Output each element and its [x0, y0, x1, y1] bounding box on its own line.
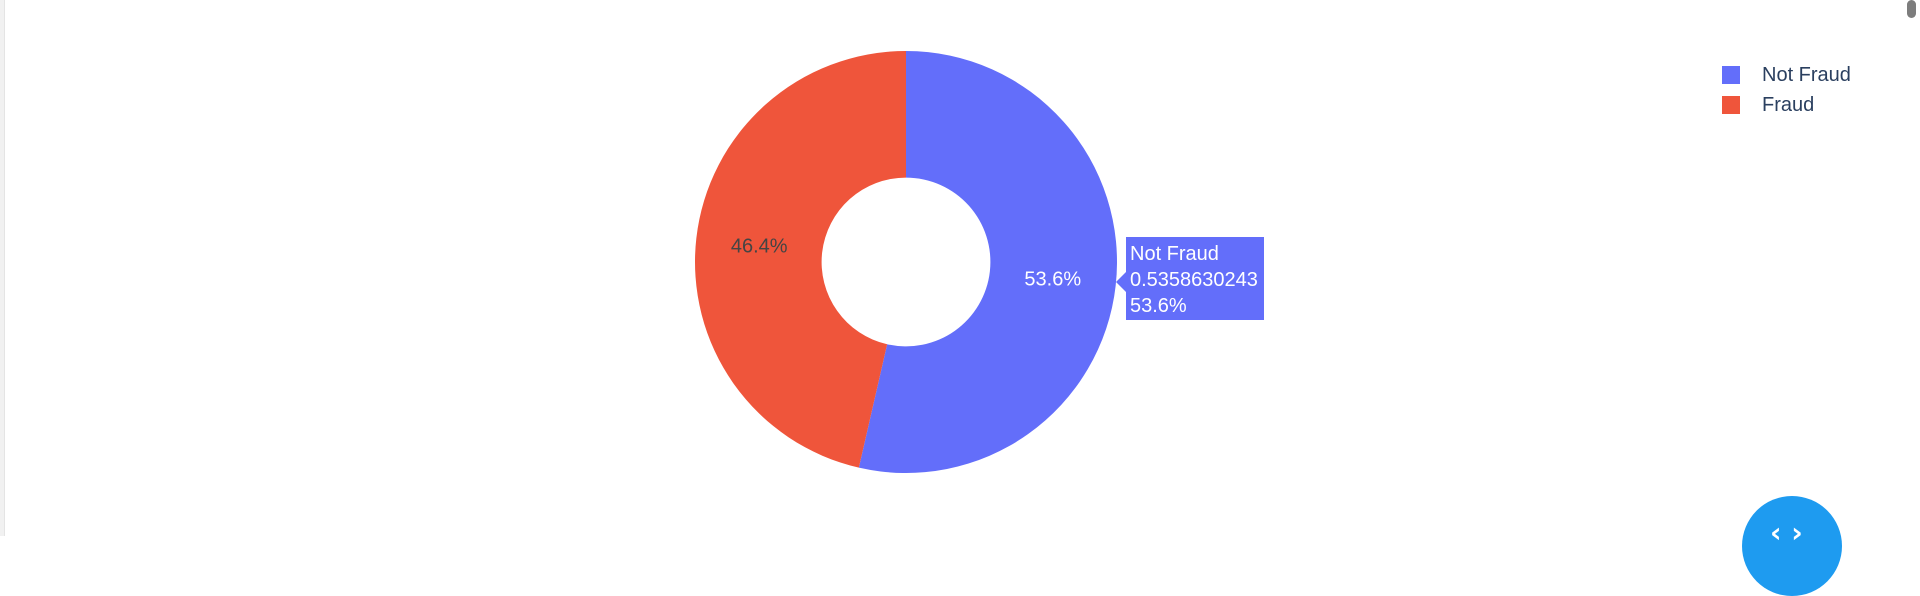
- legend-label-not-fraud: Not Fraud: [1762, 63, 1851, 86]
- legend-item-fraud[interactable]: Fraud: [1722, 90, 1851, 120]
- legend-swatch-fraud: [1722, 96, 1740, 114]
- vertical-scrollbar[interactable]: [1902, 0, 1920, 536]
- donut-slices: [694, 51, 1117, 473]
- expand-button[interactable]: ‹ ›: [1742, 496, 1842, 596]
- scrollbar-thumb[interactable]: [1907, 0, 1916, 18]
- tooltip-percent: 53.6%: [1130, 295, 1187, 317]
- expand-arrows-icon: ‹ ›: [1770, 516, 1803, 549]
- donut-slice-fraud[interactable]: [694, 51, 906, 468]
- legend-item-not-fraud[interactable]: Not Fraud: [1722, 60, 1851, 90]
- slice-label-not-fraud: 53.6%: [1024, 269, 1081, 291]
- hover-tooltip: Not Fraud 0.5358630243 53.6%: [1116, 237, 1264, 320]
- donut-slice-labels: 53.6% 46.4%: [731, 235, 1081, 290]
- slice-label-fraud: 46.4%: [731, 235, 788, 257]
- tooltip-label: Not Fraud: [1130, 243, 1219, 265]
- tooltip-value: 0.5358630243: [1130, 269, 1258, 291]
- left-border: [0, 0, 5, 536]
- legend-label-fraud: Fraud: [1762, 93, 1815, 116]
- donut-slice-not-fraud[interactable]: [858, 51, 1117, 473]
- donut-chart: 53.6% 46.4%: [694, 51, 1117, 473]
- legend: Not Fraud Fraud: [1722, 60, 1851, 120]
- legend-swatch-not-fraud: [1722, 66, 1740, 84]
